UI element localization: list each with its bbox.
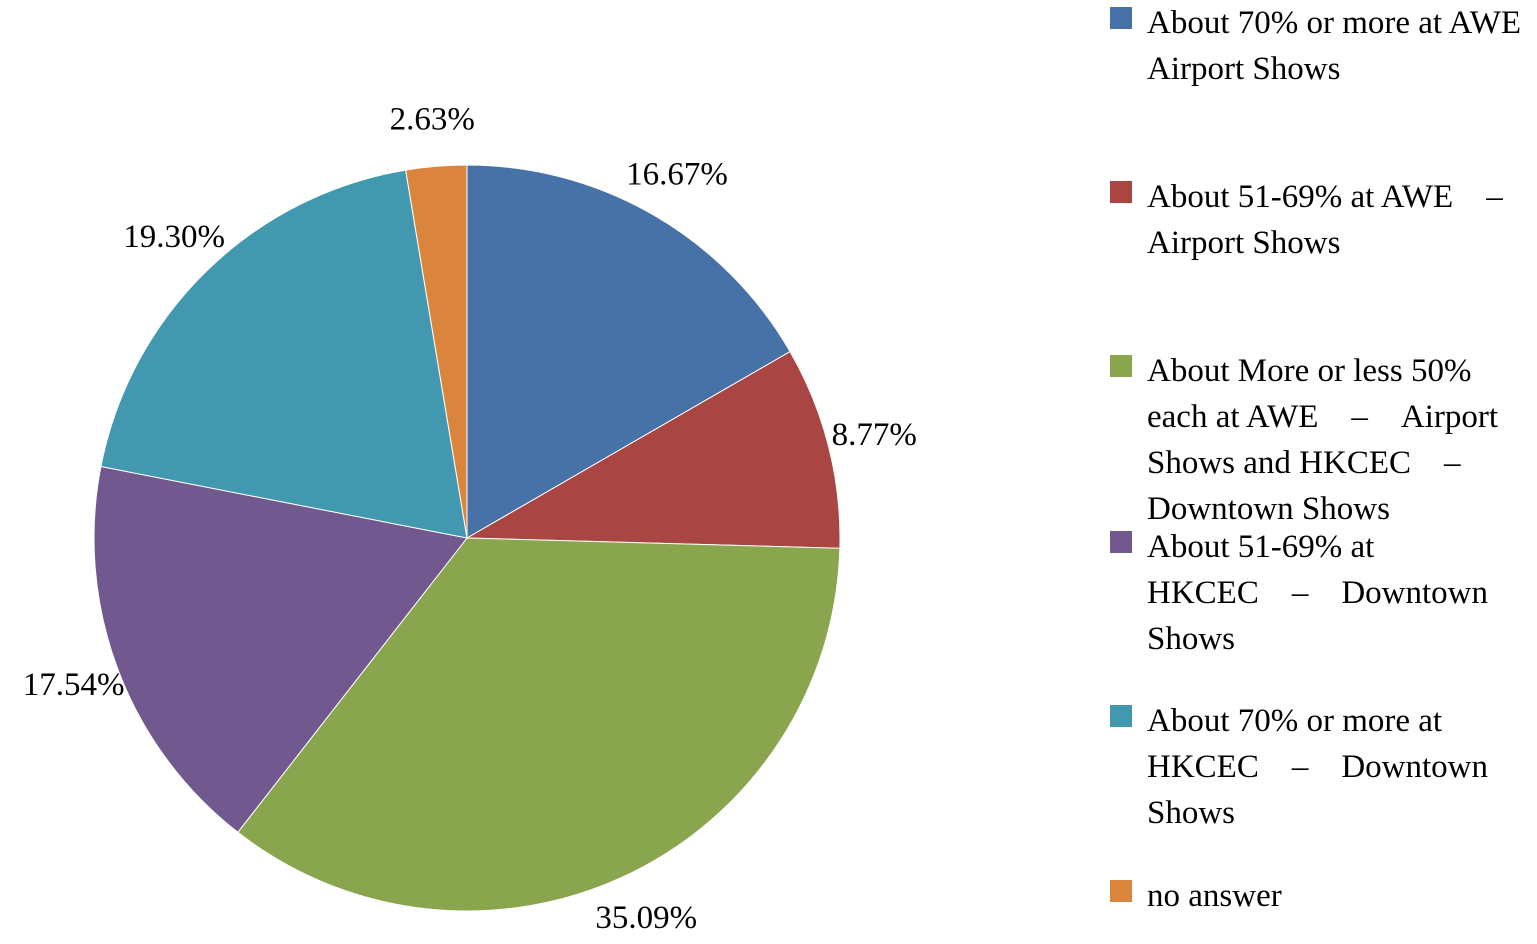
legend-swatch-6 bbox=[1110, 880, 1132, 902]
pie-slice-4 bbox=[93, 465, 468, 834]
legend-label-1: About 70% or more at AWE Airport Shows bbox=[1147, 5, 1537, 87]
legend-swatch-2 bbox=[1110, 181, 1132, 203]
legend-swatch-4 bbox=[1110, 531, 1132, 553]
legend-swatch-3 bbox=[1110, 355, 1132, 377]
legend-label-6: no answer bbox=[1147, 878, 1282, 914]
pie-data-labels: 16.67% 8.77% 35.09% 17.54% 19.30% 2.63% bbox=[23, 101, 917, 936]
legend-swatch-1 bbox=[1110, 7, 1132, 29]
data-label-4: 17.54% bbox=[23, 667, 125, 703]
pie-slice-3 bbox=[237, 537, 841, 912]
data-label-2: 8.77% bbox=[832, 417, 917, 453]
legend-label-4: About 51-69% at HKCEC – Downtown Shows bbox=[1147, 529, 1489, 657]
data-label-3: 35.09% bbox=[595, 900, 697, 936]
legend: About 70% or more at AWE Airport Shows A… bbox=[1110, 0, 1537, 944]
pie-slices bbox=[93, 164, 841, 912]
pie-slice-1 bbox=[466, 164, 791, 539]
legend-label-2: About 51-69% at AWE – Airport Shows bbox=[1147, 179, 1536, 261]
data-label-5: 19.30% bbox=[123, 219, 225, 255]
pie-slice-2 bbox=[465, 350, 841, 549]
pie-slice-5 bbox=[100, 169, 468, 539]
pie-slice-6 bbox=[405, 164, 468, 539]
legend-label-3: About More or less 50% each at AWE – Air… bbox=[1147, 353, 1499, 527]
data-label-6: 2.63% bbox=[390, 101, 475, 137]
legend-swatch-5 bbox=[1110, 705, 1132, 727]
legend-label-5: About 70% or more at HKCEC – Downtown Sh… bbox=[1147, 703, 1489, 831]
data-label-1: 16.67% bbox=[626, 156, 728, 192]
